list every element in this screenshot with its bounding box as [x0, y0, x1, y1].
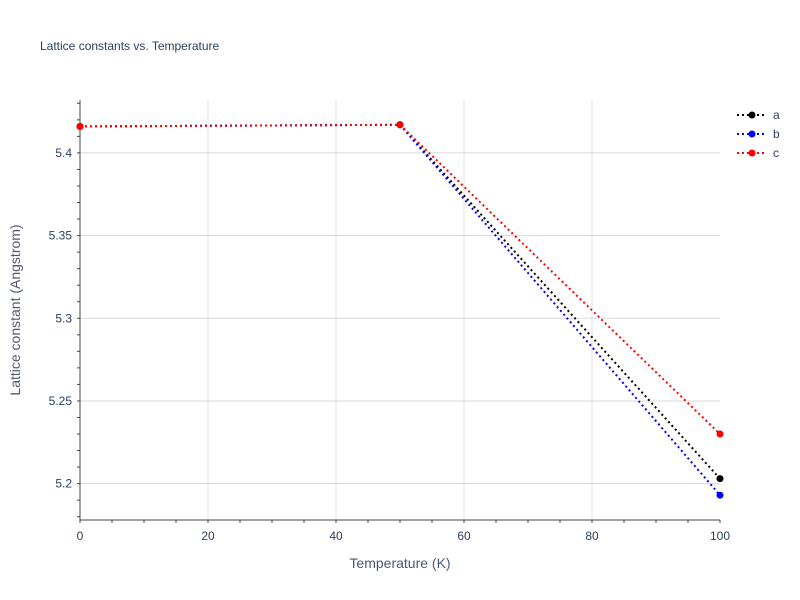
- y-axis-title: Lattice constant (Angstrom): [7, 224, 23, 395]
- legend-item-a[interactable]: a: [737, 108, 780, 122]
- legend-marker-b: [748, 130, 756, 138]
- x-tick-label: 80: [585, 529, 599, 543]
- series-line-b: [79, 123, 721, 496]
- y-tick-label: 5.4: [55, 146, 72, 160]
- y-tick-label: 5.2: [55, 477, 72, 491]
- legend-label-a: a: [773, 108, 780, 122]
- axes: 0 20 40 60 80 100 5.2 5.25 5.3 5.35 5.4: [49, 100, 730, 543]
- series-a: [76, 121, 724, 483]
- data-point-c: [396, 121, 404, 129]
- legend-item-c[interactable]: c: [737, 146, 779, 160]
- y-tick-label: 5.25: [49, 394, 73, 408]
- x-axis-title: Temperature (K): [349, 555, 450, 571]
- data-point-b: [716, 491, 724, 499]
- grid: [80, 100, 720, 520]
- y-tick-label: 5.3: [55, 311, 72, 325]
- data-point-c: [716, 430, 724, 438]
- x-tick-label: 100: [710, 529, 730, 543]
- x-tick-label: 60: [457, 529, 471, 543]
- data-point-c: [76, 122, 84, 130]
- legend-marker-a: [748, 111, 756, 119]
- legend-marker-c: [748, 149, 756, 157]
- x-tick-label: 0: [77, 529, 84, 543]
- chart-title: Lattice constants vs. Temperature: [40, 39, 220, 53]
- legend[interactable]: abc: [737, 108, 780, 160]
- legend-label-c: c: [773, 146, 779, 160]
- series-line-c: [79, 123, 721, 435]
- series-c: [76, 121, 724, 438]
- y-tick-label: 5.35: [49, 229, 73, 243]
- series-b: [76, 121, 724, 499]
- data-point-a: [716, 475, 724, 483]
- x-tick-label: 40: [329, 529, 343, 543]
- legend-label-b: b: [773, 127, 780, 141]
- series-layer: [76, 121, 724, 499]
- x-tick-label: 20: [201, 529, 215, 543]
- series-line-a: [79, 123, 721, 480]
- legend-item-b[interactable]: b: [737, 127, 780, 141]
